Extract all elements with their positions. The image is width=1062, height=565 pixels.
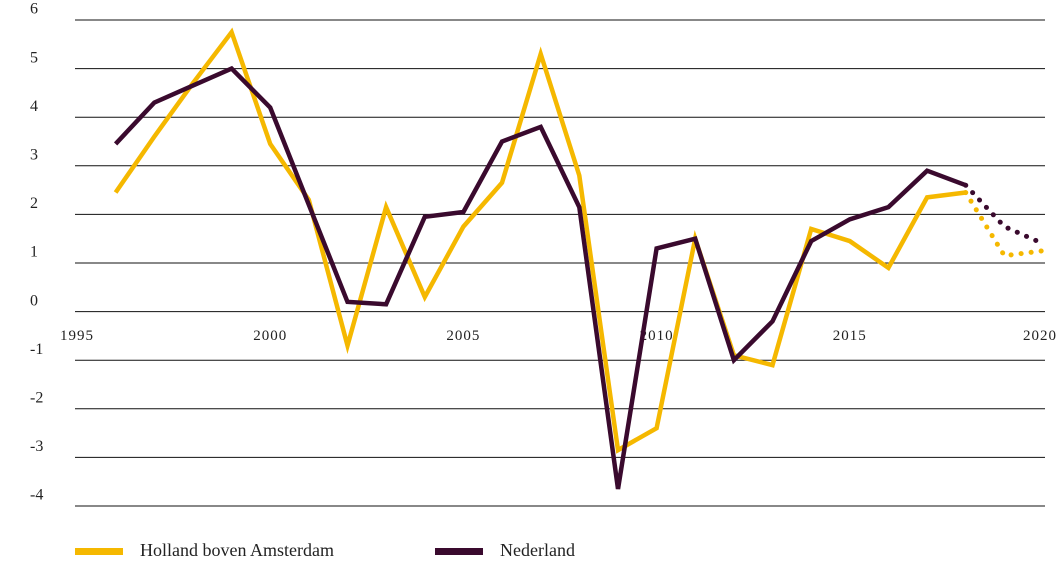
y-tick-label: 4 [30,98,38,115]
y-tick-label: -4 [30,487,43,504]
y-tick-label: -3 [30,438,43,455]
y-tick-label: 2 [30,195,38,212]
x-tick-label: 2010 [640,328,674,344]
y-tick-label: 6 [30,1,38,18]
legend-swatch [75,548,123,555]
forecast-line [963,190,1046,259]
forecast-line [963,182,1046,247]
y-tick-label: -1 [30,341,43,358]
legend-label: Holland boven Amsterdam [140,540,334,560]
y-tick-label: 5 [30,49,38,66]
series-line [113,65,967,490]
x-tick-label: 2000 [253,328,287,344]
legend-label: Nederland [500,540,575,560]
series-line [113,27,966,454]
x-tick-label: 1995 [60,328,94,344]
x-tick-label: 2020 [1023,328,1057,344]
y-tick-label: 0 [30,292,38,309]
y-tick-label: -2 [30,389,43,406]
x-tick-label: 2015 [833,328,867,344]
y-tick-label: 3 [30,146,38,163]
legend-swatch [435,548,483,555]
x-tick-label: 2005 [446,328,480,344]
y-tick-label: 1 [30,244,38,261]
